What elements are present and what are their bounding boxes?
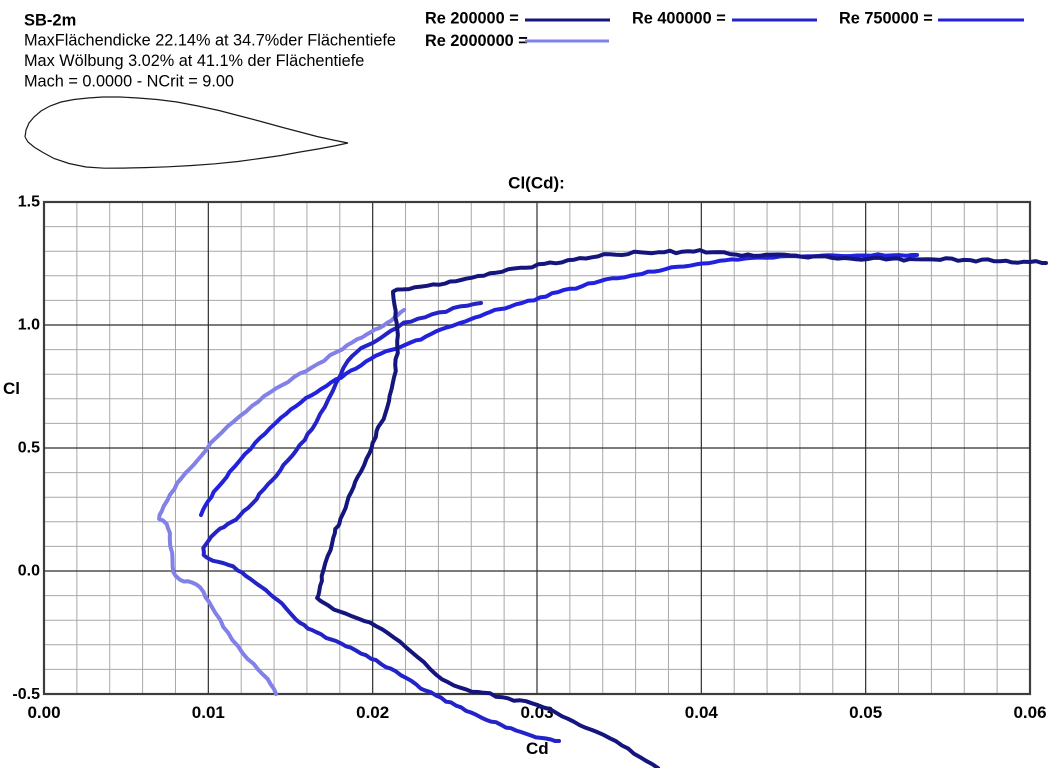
svg-text:SB-2m: SB-2m (24, 12, 76, 30)
svg-text:Re 750000 =: Re 750000 = (839, 10, 933, 28)
svg-text:0.0: 0.0 (18, 563, 40, 580)
svg-text:MaxFlächendicke 22.14% at 34.7: MaxFlächendicke 22.14% at 34.7%der Fläch… (24, 32, 396, 50)
svg-text:Re 200000 =: Re 200000 = (425, 10, 519, 28)
svg-text:0.02: 0.02 (356, 703, 389, 722)
svg-text:0.04: 0.04 (685, 703, 719, 722)
svg-text:0.05: 0.05 (849, 703, 882, 722)
svg-text:Max Wölbung 3.02% at 41.1% der: Max Wölbung 3.02% at 41.1% der Flächenti… (24, 52, 364, 70)
svg-text:0.5: 0.5 (18, 440, 40, 457)
svg-text:Re 2000000 =: Re 2000000 = (425, 32, 528, 50)
svg-text:0.01: 0.01 (192, 703, 225, 722)
svg-text:1.5: 1.5 (18, 194, 40, 211)
svg-text:Mach = 0.0000 - NCrit = 9.00: Mach = 0.0000 - NCrit = 9.00 (24, 73, 234, 91)
svg-text:Cd: Cd (526, 739, 549, 758)
svg-text:0.00: 0.00 (27, 703, 60, 722)
svg-text:-0.5: -0.5 (12, 686, 40, 703)
svg-text:Re 400000 =: Re 400000 = (632, 10, 726, 28)
svg-text:0.06: 0.06 (1013, 703, 1046, 722)
svg-text:Cl(Cd):: Cl(Cd): (508, 174, 565, 193)
svg-text:Cl: Cl (3, 379, 20, 398)
svg-text:1.0: 1.0 (18, 317, 40, 334)
